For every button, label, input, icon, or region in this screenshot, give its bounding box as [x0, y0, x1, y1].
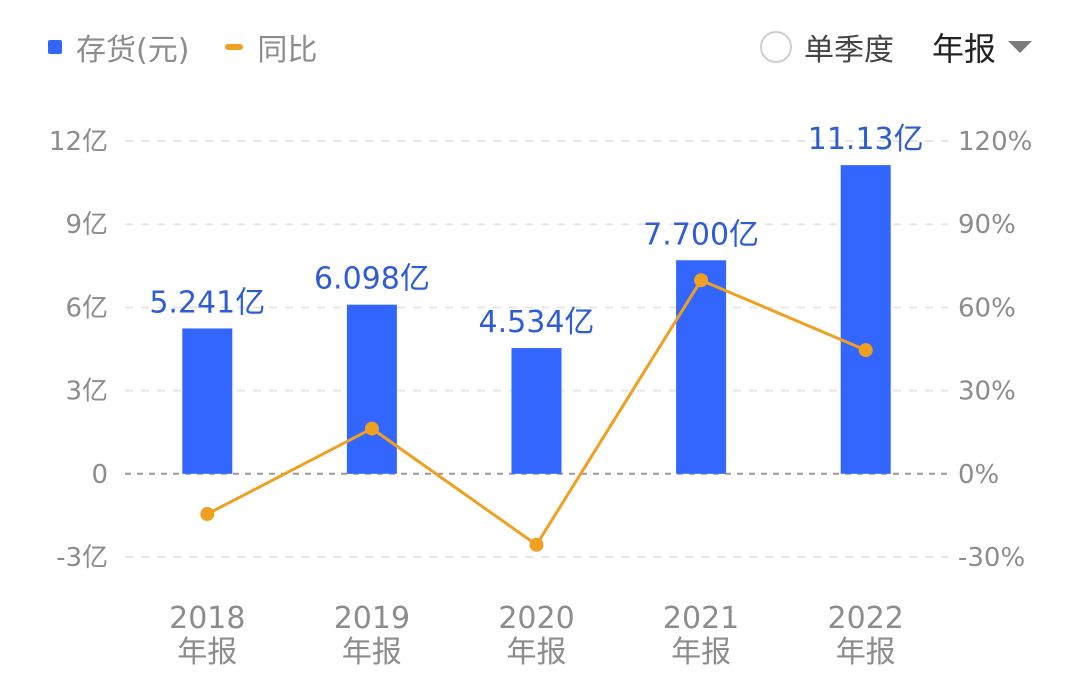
left-tick-label: 12亿: [49, 127, 108, 157]
caret-down-icon[interactable]: [1008, 41, 1032, 53]
x-tick-label: 2021: [663, 601, 739, 636]
legend-dash-icon: [225, 44, 244, 50]
x-tick-sublabel: 年报: [671, 635, 731, 670]
right-tick-label: 0%: [958, 460, 999, 490]
single-quarter-label[interactable]: 单季度: [803, 33, 894, 68]
x-tick-sublabel: 年报: [836, 635, 896, 670]
bar: [346, 304, 397, 474]
legend-item-inventory: 存货(元): [48, 25, 189, 69]
legend-item-yoy: 同比: [225, 25, 317, 69]
yoy-point: [529, 537, 544, 552]
left-tick-label: -3亿: [56, 543, 108, 573]
chart-controls: 单季度 年报: [759, 22, 1032, 72]
left-tick-label: 3亿: [65, 377, 108, 407]
bar: [676, 260, 727, 474]
legend: 存货(元) 同比: [48, 22, 353, 72]
left-tick-label: 9亿: [65, 210, 108, 240]
x-tick-sublabel: 年报: [507, 635, 567, 670]
right-tick-label: 120%: [958, 127, 1032, 157]
x-tick-label: 2022: [828, 601, 904, 636]
left-tick-label: 0: [91, 460, 108, 490]
period-dropdown-label[interactable]: 年报: [931, 30, 996, 68]
bar-value-label: 4.534亿: [479, 305, 595, 340]
bar-value-label: 11.13亿: [808, 122, 924, 157]
period-dropdown[interactable]: 年报: [932, 24, 1032, 70]
x-tick-sublabel: 年报: [177, 635, 237, 670]
yoy-point: [364, 421, 379, 436]
x-tick-label: 2019: [334, 601, 410, 636]
yoy-point: [200, 507, 215, 522]
bar: [182, 328, 233, 474]
right-tick-label: -30%: [958, 543, 1025, 573]
right-tick-label: 60%: [958, 293, 1016, 323]
bar-value-label: 5.241亿: [149, 285, 265, 320]
bar-value-label: 6.098亿: [314, 262, 430, 297]
bar-value-label: 7.700亿: [643, 217, 759, 252]
bar: [840, 165, 891, 474]
legend-square-icon: [48, 40, 62, 54]
left-tick-label: 6亿: [65, 293, 108, 323]
legend-label-inventory: 存货(元): [76, 33, 190, 68]
x-tick-sublabel: 年报: [342, 635, 402, 670]
yoy-point: [858, 343, 873, 358]
right-tick-label: 30%: [958, 377, 1016, 407]
yoy-point: [694, 273, 709, 288]
legend-label-yoy: 同比: [257, 33, 318, 68]
bar: [511, 348, 562, 474]
x-tick-label: 2020: [498, 601, 574, 636]
x-tick-label: 2018: [169, 601, 245, 636]
right-tick-label: 90%: [958, 210, 1016, 240]
single-quarter-radio[interactable]: [759, 31, 792, 63]
